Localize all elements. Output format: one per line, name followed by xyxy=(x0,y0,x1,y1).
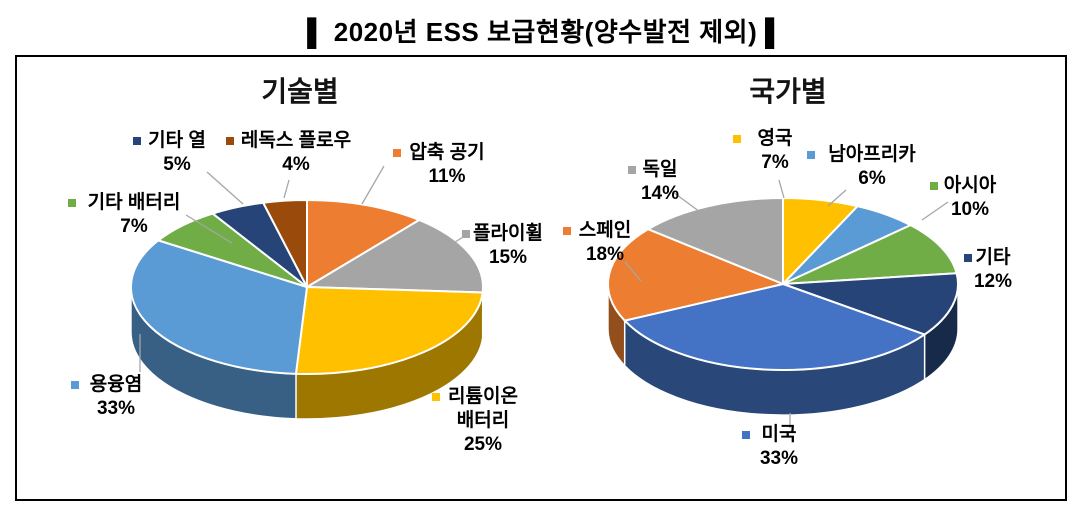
pie-label-리튬이온 배터리: 리튬이온배터리 25% xyxy=(448,385,518,457)
legend-marker-미국 xyxy=(742,431,750,439)
legend-marker-영국 xyxy=(733,135,741,143)
legend-marker-기타 열 xyxy=(133,137,141,145)
leader-line xyxy=(283,179,290,199)
right-chart-title: 국가별 xyxy=(749,76,827,107)
left-chart-title: 기술별 xyxy=(261,76,339,107)
pie-label-line: 14% xyxy=(640,183,680,204)
pie-label-플라이휠: 플라이휠 15% xyxy=(473,222,543,270)
legend-marker-용융염 xyxy=(71,381,79,389)
pie-label-아시아: 아시아 10% xyxy=(944,174,996,222)
legend-marker-기타 xyxy=(964,254,972,262)
pie-slice-리튬이온 배터리 xyxy=(294,286,484,375)
pie-label-기타: 기타 12% xyxy=(974,246,1012,294)
pie-label-line: 33% xyxy=(96,398,136,419)
pie-label-line: 미국 xyxy=(761,424,797,445)
pie-label-line: 레독스 플로우 xyxy=(240,130,352,151)
pie-label-스페인: 스페인 18% xyxy=(579,219,631,267)
pie-label-line: 7% xyxy=(761,152,789,173)
leader-line xyxy=(921,201,949,221)
pie-label-line: 영국 xyxy=(757,128,793,149)
legend-marker-리튬이온 배터리 xyxy=(432,393,440,401)
pie-label-line: 스페인 xyxy=(578,220,632,241)
pie-label-line: 33% xyxy=(759,448,799,469)
pie-label-line: 용융염 xyxy=(89,374,143,395)
pie-label-line: 배터리 xyxy=(456,410,510,431)
leader-line xyxy=(361,165,385,205)
pie-label-line: 5% xyxy=(163,154,191,175)
pie-slice-아시아 xyxy=(782,224,958,285)
pie-slice-압축 공기 xyxy=(306,199,421,288)
leader-line xyxy=(672,191,701,213)
legend-marker-레독스 플로우 xyxy=(226,137,234,145)
pie-label-line: 7% xyxy=(120,216,148,237)
pie-label-line: 15% xyxy=(488,247,528,268)
pie-slice-미국 xyxy=(623,283,926,372)
legend-marker-플라이휠 xyxy=(462,230,470,238)
pie-label-기타 열: 기타 열 5% xyxy=(148,129,206,177)
pie-label-line: 리튬이온 xyxy=(448,386,518,407)
pie-label-line: 압축 공기 xyxy=(409,142,485,163)
pie-label-레독스 플로우: 레독스 플로우 4% xyxy=(241,129,351,177)
pie-label-line: 4% xyxy=(282,154,310,175)
pie-slice-독일 xyxy=(647,197,784,285)
leader-line xyxy=(778,179,785,199)
pie-label-line: 18% xyxy=(585,244,625,265)
pie-label-line: 기타 xyxy=(975,247,1011,268)
leader-line xyxy=(206,171,244,205)
page-title: ▌ 2020년 ESS 보급현황(양수발전 제외) ▌ xyxy=(307,17,784,47)
leader-line xyxy=(451,236,464,245)
leader-line xyxy=(827,189,847,207)
pie-label-line: 6% xyxy=(858,168,886,189)
pie-label-line: 기타 배터리 xyxy=(87,192,181,213)
pie-label-line: 10% xyxy=(950,199,990,220)
pie-label-line: 11% xyxy=(428,166,466,187)
leader-line xyxy=(185,214,233,244)
legend-marker-스페인 xyxy=(563,227,571,235)
pie-slice-플라이휠 xyxy=(306,218,484,294)
pie-label-line: 남아프리카 xyxy=(828,144,916,165)
pie-label-line: 12% xyxy=(973,271,1013,292)
pie-label-기타 배터리: 기타 배터리 7% xyxy=(88,191,181,239)
pie-label-용융염: 용융염 33% xyxy=(90,373,142,421)
pie-label-남아프리카: 남아프리카 6% xyxy=(828,143,915,191)
pie-slice-레독스 플로우 xyxy=(262,199,308,288)
pie-label-line: 아시아 xyxy=(943,175,997,196)
pie-label-미국: 미국 33% xyxy=(760,423,798,471)
pie-label-line: 기타 열 xyxy=(148,130,206,151)
pie-label-line: 독일 xyxy=(642,159,678,180)
pie-label-line: 25% xyxy=(463,434,503,455)
leader-line xyxy=(624,261,642,282)
pie-slice-스페인 xyxy=(607,228,784,322)
legend-marker-기타 배터리 xyxy=(68,199,76,207)
pie-label-압축 공기: 압축 공기 11% xyxy=(409,141,484,189)
legend-marker-독일 xyxy=(628,166,636,174)
legend-marker-아시아 xyxy=(930,182,938,190)
pie-slice-기타 xyxy=(782,272,959,336)
pie-label-독일: 독일 14% xyxy=(641,158,679,206)
pie-label-line: 플라이휠 xyxy=(473,223,543,244)
pie-label-영국: 영국 7% xyxy=(758,127,793,175)
legend-marker-남아프리카 xyxy=(807,151,815,159)
legend-marker-압축 공기 xyxy=(393,149,401,157)
